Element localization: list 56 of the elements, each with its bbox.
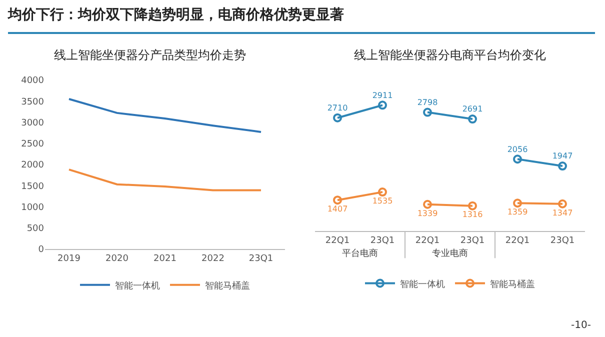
text: 专业电商 — [432, 248, 468, 259]
x-tick-label: 23Q1 — [460, 236, 485, 246]
data-label: 1347 — [552, 208, 573, 218]
x-tick-label: 2021 — [154, 254, 176, 264]
point — [423, 200, 432, 209]
data-label: 1407 — [327, 204, 348, 214]
point — [378, 188, 387, 197]
data-label: 2691 — [462, 104, 483, 114]
text: 均价下行：均价双下降趋势明显，电商价格优势更显著 — [8, 6, 344, 24]
text: 平台电商 — [342, 248, 378, 259]
y-tick-label: 2000 — [21, 160, 44, 171]
y-tick-label: 4000 — [21, 76, 44, 86]
text: -10- — [571, 320, 591, 331]
y-tick-label: 500 — [26, 224, 44, 234]
y-tick-label: 3500 — [21, 97, 44, 108]
point — [558, 199, 567, 208]
line-series — [68, 98, 262, 133]
point — [468, 201, 477, 210]
data-label: 1359 — [507, 207, 528, 216]
y-tick-label: 3000 — [21, 118, 44, 128]
data-label: 1535 — [372, 196, 393, 206]
x-tick-label: 2022 — [202, 254, 224, 264]
data-label: 1316 — [462, 210, 483, 220]
legend-label: 智能一体机 — [115, 280, 160, 292]
point — [333, 196, 342, 205]
x-tick-label: 23Q1 — [248, 254, 274, 264]
y-tick-label: 1000 — [21, 202, 44, 213]
point — [423, 108, 432, 117]
data-label: 2056 — [507, 144, 528, 154]
y-tick-label: 2500 — [21, 140, 44, 150]
x-tick-label: 2019 — [58, 254, 81, 264]
y-tick-label: 0 — [38, 245, 44, 256]
point — [513, 154, 522, 164]
point — [513, 198, 522, 208]
line-series — [68, 168, 262, 192]
x-tick-label: 22Q1 — [415, 236, 440, 246]
x-tick-label: 22Q1 — [325, 236, 350, 246]
x-tick-label: 23Q1 — [370, 236, 395, 246]
point — [468, 114, 477, 124]
chart-title: 线上智能坐便器分电商平台均价变化 — [354, 48, 546, 62]
data-label: 1947 — [552, 152, 573, 161]
legend-label: 智能马桶盖 — [205, 280, 250, 292]
data-label: 1339 — [417, 208, 438, 218]
x-tick-label: 22Q1 — [505, 236, 530, 246]
x-tick-label: 2020 — [106, 254, 129, 264]
legend-label: 智能马桶盖 — [490, 278, 535, 290]
point — [378, 100, 387, 110]
data-label: 2798 — [417, 98, 438, 107]
legend-label: 智能一体机 — [400, 278, 445, 290]
point — [558, 162, 567, 171]
y-tick-label: 1500 — [21, 182, 44, 192]
x-tick-label: 23Q1 — [550, 236, 575, 246]
data-label: 2911 — [372, 90, 393, 100]
chart-title: 线上智能坐便器分产品类型均价走势 — [54, 48, 246, 62]
data-label: 2710 — [327, 103, 348, 112]
point — [333, 113, 342, 122]
